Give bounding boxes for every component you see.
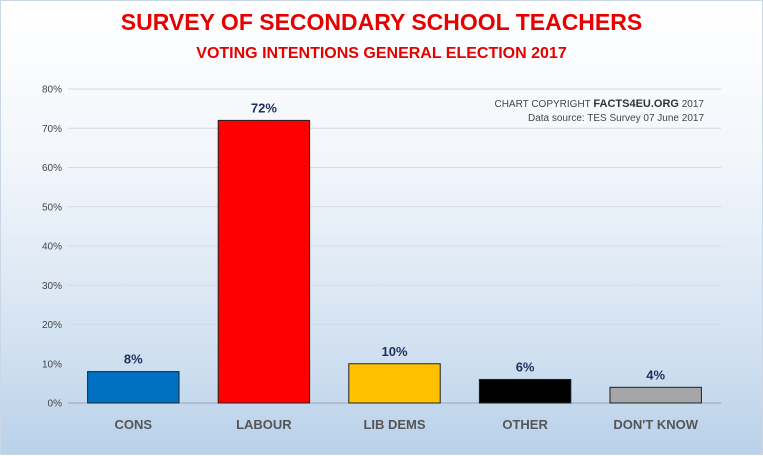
- source-note: Data source: TES Survey 07 June 2017: [527, 113, 704, 124]
- y-tick-label: 60%: [42, 163, 62, 174]
- y-axis: 0% 10% 20% 30% 40% 50% 60% 70% 80%: [42, 85, 62, 410]
- x-axis: CONS LABOUR LIB DEMS OTHER DON'T KNOW: [115, 417, 699, 432]
- copyright-prefix: CHART COPYRIGHT: [494, 99, 591, 110]
- y-tick-label: 20%: [42, 320, 62, 331]
- copyright-note: CHART COPYRIGHT FACTS4EU.ORG 2017: [494, 98, 704, 110]
- y-tick-label: 70%: [42, 124, 62, 135]
- bar: [478, 378, 572, 404]
- data-label: 10%: [381, 344, 407, 359]
- gridlines: [68, 88, 721, 404]
- bars: [87, 119, 702, 404]
- bar: [348, 363, 441, 404]
- bar: [217, 119, 311, 404]
- copyright-year: 2017: [681, 99, 704, 110]
- y-tick-label: 50%: [42, 202, 62, 213]
- copyright-brand: FACTS4EU.ORG: [593, 98, 679, 110]
- category-label: DON'T KNOW: [613, 417, 698, 432]
- y-tick-label: 0%: [48, 399, 63, 410]
- data-label: 6%: [516, 359, 535, 374]
- data-label: 72%: [251, 100, 277, 115]
- category-label: OTHER: [502, 417, 548, 432]
- y-tick-label: 10%: [42, 359, 62, 370]
- data-labels: 8% 72% 10% 6% 4%: [124, 100, 666, 382]
- data-label: 4%: [646, 367, 665, 382]
- chart-title: SURVEY OF SECONDARY SCHOOL TEACHERS: [120, 9, 643, 35]
- y-tick-label: 40%: [42, 242, 62, 253]
- data-label: 8%: [124, 352, 143, 367]
- y-tick-label: 80%: [42, 85, 62, 96]
- bar: [609, 386, 702, 404]
- bar: [87, 371, 180, 404]
- category-label: CONS: [115, 417, 153, 432]
- category-label: LABOUR: [236, 417, 292, 432]
- chart-subtitle: VOTING INTENTIONS GENERAL ELECTION 2017: [196, 45, 567, 62]
- category-label: LIB DEMS: [363, 417, 425, 432]
- y-tick-label: 30%: [42, 281, 62, 292]
